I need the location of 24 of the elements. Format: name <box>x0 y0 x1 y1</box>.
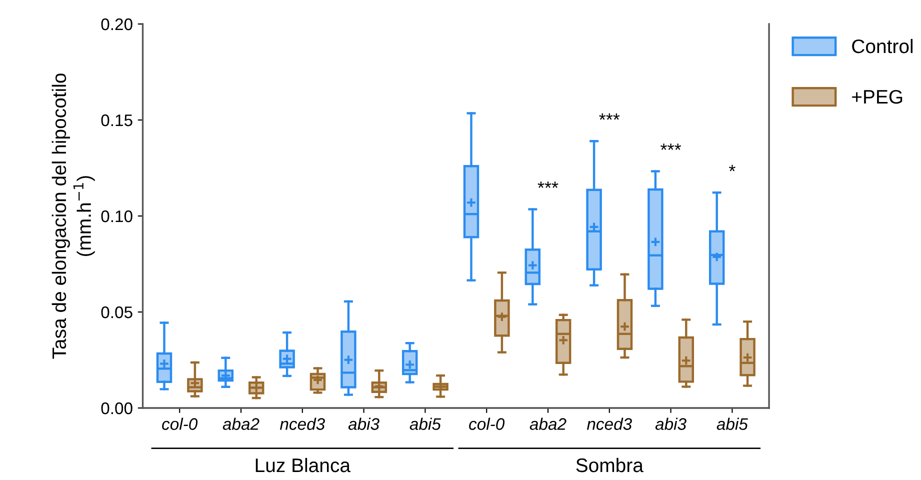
x-tick-label: abi3 <box>348 418 380 430</box>
legend-label: +PEG <box>852 90 902 104</box>
x-tick-label: nced3 <box>586 418 632 430</box>
annotation: * <box>728 164 736 172</box>
text: Luz Blanca <box>256 458 350 472</box>
annotation: *** <box>599 113 620 120</box>
y-tick-label: 0.20 <box>101 18 132 30</box>
annotation: *** <box>538 182 558 188</box>
x-tick-label: abi3 <box>655 418 686 430</box>
y-axis-title: Tasa de elongacion del hipocotilo (mm.h$^{−1}$) <box>52 74 95 359</box>
x-tick-label: col-0 <box>162 418 198 430</box>
y-tick-label: 0.10 <box>101 210 132 222</box>
x-tick-label: nced3 <box>280 418 325 430</box>
y-tick-label: 0.15 <box>101 114 132 126</box>
text: Sombra <box>576 458 644 472</box>
x-tick-label: col-0 <box>469 418 505 430</box>
x-tick-label: abi5 <box>716 418 748 430</box>
x-tick-label: aba2 <box>530 418 566 430</box>
y-tick-label: 0.00 <box>101 402 132 414</box>
y-tick-label: 0.05 <box>101 306 132 318</box>
x-tick-label: aba2 <box>222 418 260 430</box>
annotation: *** <box>660 144 682 150</box>
legend-label: Control <box>852 38 913 54</box>
x-tick-label: abi5 <box>410 418 441 430</box>
